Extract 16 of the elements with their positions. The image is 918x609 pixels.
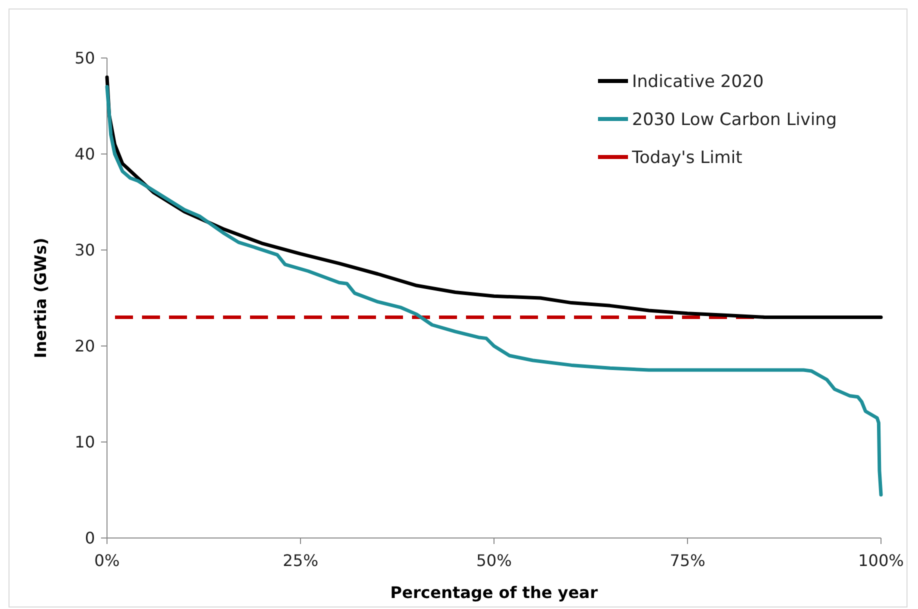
x-axis-title: Percentage of the year — [390, 583, 598, 602]
legend-label: 2030 Low Carbon Living — [632, 110, 837, 130]
x-tick-label: 75% — [670, 551, 706, 570]
x-tick-label: 50% — [476, 551, 512, 570]
x-tick-label: 0% — [94, 551, 120, 570]
y-tick-label: 30 — [74, 240, 95, 260]
x-tick-label: 100% — [858, 551, 904, 570]
y-tick-label: 0 — [84, 528, 95, 548]
y-tick-label: 40 — [74, 144, 95, 164]
y-tick-label: 50 — [74, 48, 95, 68]
x-tick-label: 25% — [282, 551, 318, 570]
y-tick-label: 10 — [74, 432, 95, 452]
legend-label: Indicative 2020 — [632, 72, 764, 92]
y-tick-label: 20 — [74, 336, 95, 356]
legend-label: Today's Limit — [631, 148, 743, 168]
y-axis-title: Inertia (GWs) — [31, 238, 50, 358]
